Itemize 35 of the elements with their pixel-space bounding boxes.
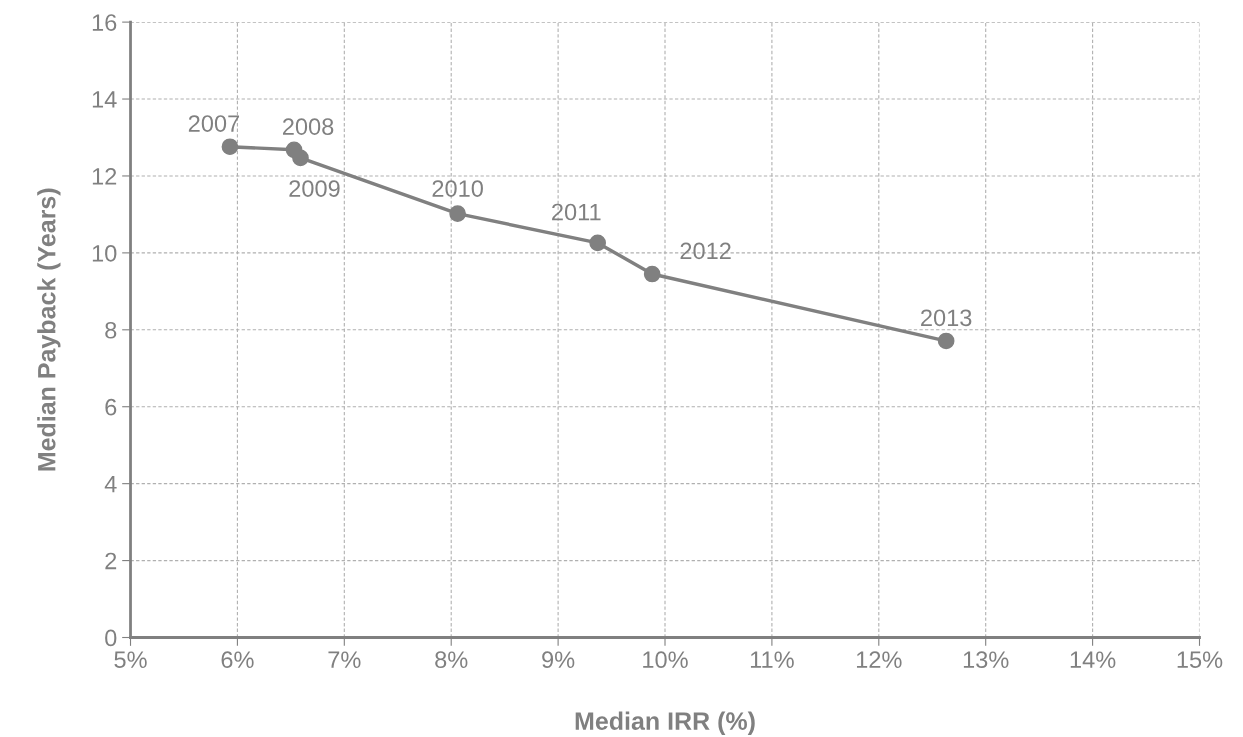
- y-tick-label: 4: [104, 475, 117, 493]
- annotation: 2013: [921, 309, 972, 327]
- x-tick-label: 9%: [542, 651, 575, 669]
- x-tick-label: 12%: [856, 651, 902, 668]
- annotation: 2007: [188, 115, 240, 132]
- point: [643, 265, 661, 283]
- annotation: 2009: [289, 180, 340, 197]
- y-tick-label: 12: [92, 168, 117, 185]
- x-tick-label: 7%: [328, 651, 361, 668]
- y-tick-label: 14: [92, 91, 117, 108]
- y-tick-label: 8: [105, 321, 117, 339]
- point: [589, 234, 606, 252]
- point: [937, 332, 955, 350]
- annotation: 2011: [552, 203, 601, 221]
- annotation: 2008: [282, 118, 334, 135]
- x-axis-title: Median IRR (%): [575, 711, 755, 735]
- x-tick-label: 10%: [643, 651, 688, 669]
- annotation: 2010: [432, 180, 483, 197]
- point: [221, 138, 239, 156]
- x-tick-label: 6%: [221, 651, 254, 669]
- y-axis-title: Median Payback (Years): [37, 188, 61, 471]
- y-tick-label: 0: [105, 629, 117, 647]
- y-tick-label: 2: [105, 552, 117, 570]
- x-tick-label: 15%: [1177, 651, 1223, 669]
- point: [449, 205, 466, 222]
- y-tick-label: 16: [92, 14, 117, 31]
- annotation: 2012: [680, 242, 731, 260]
- y-tick-label: 6: [105, 398, 117, 416]
- x-tick-label: 13%: [963, 651, 1009, 669]
- y-tick-label: 10: [92, 244, 117, 262]
- point: [292, 149, 309, 167]
- x-tick-label: 8%: [435, 651, 468, 669]
- x-tick-label: 11%: [750, 651, 794, 668]
- x-tick-label: 5%: [114, 651, 147, 669]
- x-tick-label: 14%: [1070, 651, 1116, 668]
